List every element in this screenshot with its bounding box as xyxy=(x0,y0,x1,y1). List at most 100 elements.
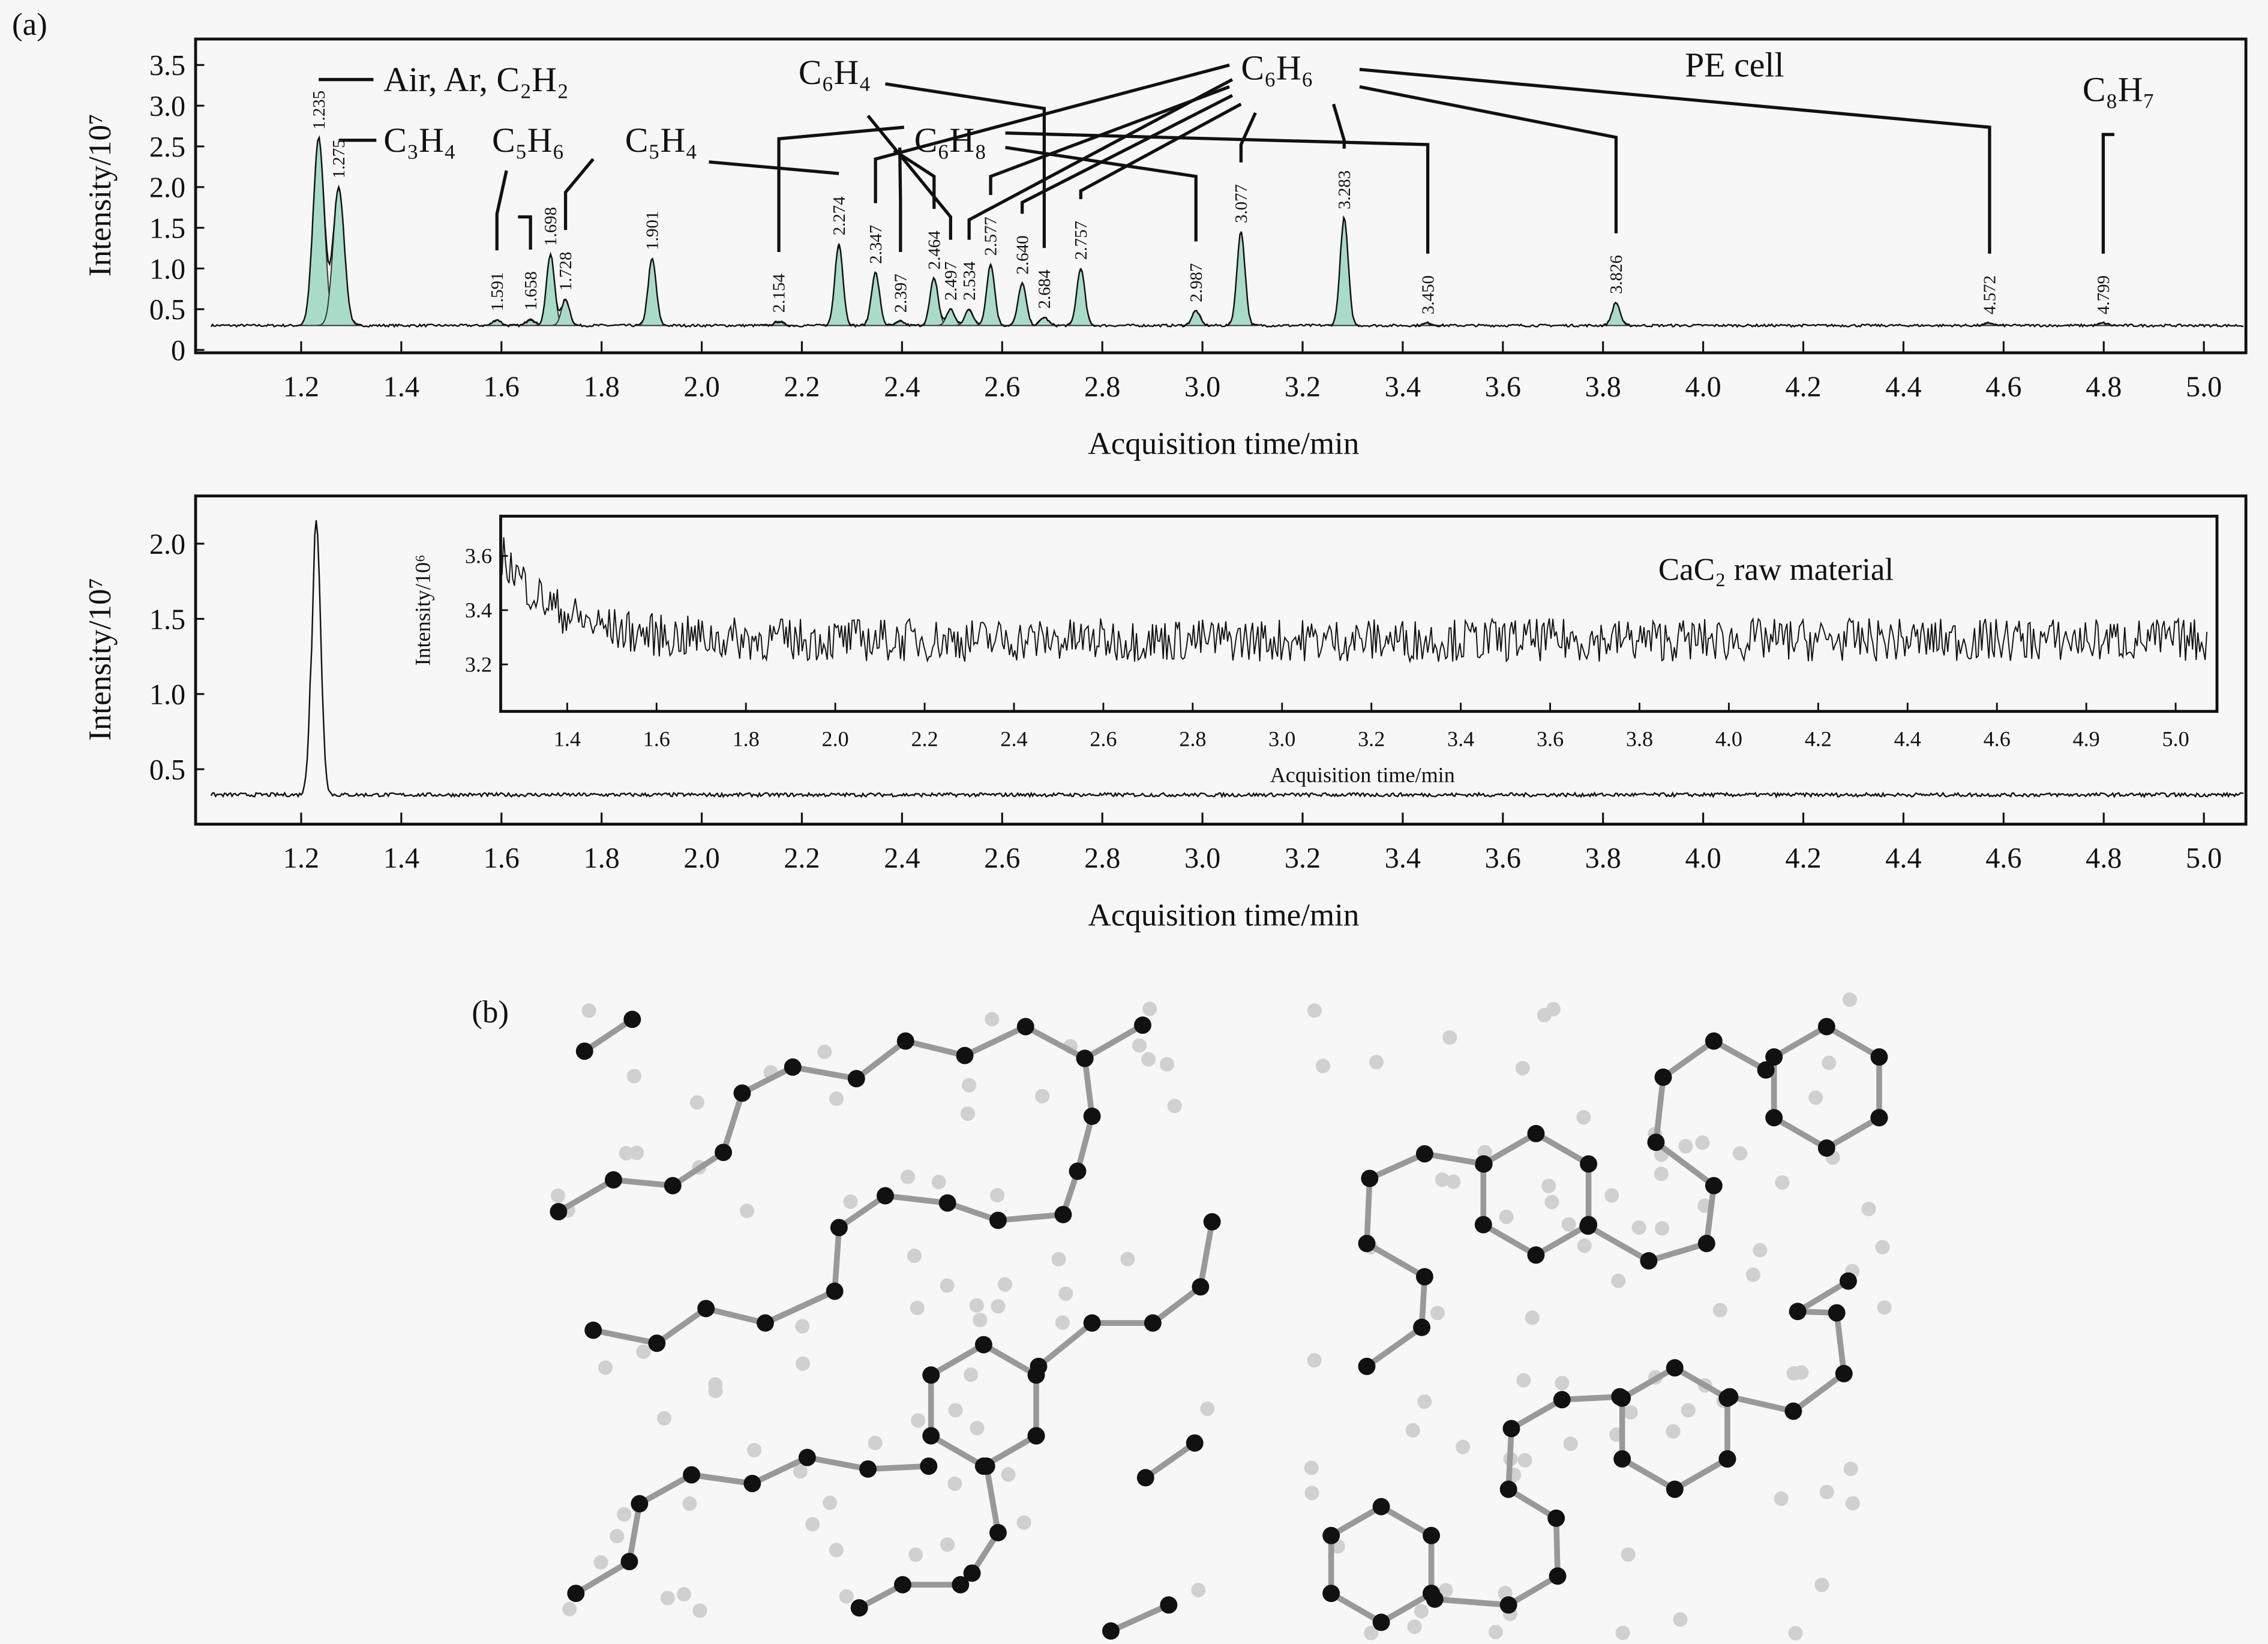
x-tick-label: 2.8 xyxy=(1084,842,1120,874)
faint-atom xyxy=(593,1555,608,1570)
peak xyxy=(1225,230,1259,326)
compound-label: Air, Ar, C₂H₂ xyxy=(383,60,569,99)
peak xyxy=(1063,268,1097,326)
bond xyxy=(970,1465,1001,1575)
faint-atom xyxy=(1745,1267,1760,1282)
carbon-atom xyxy=(922,1366,940,1384)
bond xyxy=(1144,1441,1196,1480)
carbon-atom xyxy=(757,1314,774,1332)
leader-line xyxy=(1005,146,1198,242)
faint-atom xyxy=(739,1204,755,1219)
peak xyxy=(1599,302,1633,326)
y-tick-label: 0 xyxy=(171,335,185,367)
faint-atom xyxy=(1655,1221,1670,1236)
faint-atom xyxy=(1307,1353,1322,1368)
faint-atom xyxy=(657,1411,672,1426)
faint-atom xyxy=(1488,1624,1503,1640)
x-tick-label: 1.2 xyxy=(283,371,319,403)
carbon-atom xyxy=(1499,1596,1517,1614)
panel-a-label: (a) xyxy=(12,7,47,42)
x-tick-label: 3.4 xyxy=(1447,727,1474,751)
compound-label: C₅H₆ xyxy=(492,121,565,160)
carbon-atom xyxy=(1027,1427,1045,1445)
carbon-atom xyxy=(989,1211,1007,1229)
faint-atom xyxy=(969,1298,984,1313)
carbon-atom xyxy=(1611,1388,1629,1406)
x-tick-label: 3.0 xyxy=(1268,727,1295,751)
faint-atom xyxy=(619,1146,634,1161)
faint-atom xyxy=(793,1464,808,1479)
faint-atom xyxy=(1537,1007,1552,1022)
carbon-atom xyxy=(1322,1526,1340,1544)
peak-label: 2.577 xyxy=(982,217,1001,256)
leader-line xyxy=(1359,68,1991,254)
faint-atom xyxy=(964,1367,979,1382)
leader-line xyxy=(874,63,1230,203)
peak xyxy=(974,263,1007,326)
carbon-atom xyxy=(920,1457,938,1475)
carbon-atom xyxy=(1817,1139,1835,1157)
faint-atom xyxy=(1515,1061,1530,1076)
x-tick-label: 2.0 xyxy=(683,371,719,403)
carbon-atom xyxy=(1757,1061,1775,1079)
leader-line xyxy=(885,82,1046,248)
x-tick-label: 1.4 xyxy=(554,727,581,751)
x-tick-label: 4.8 xyxy=(2086,842,2122,874)
carbon-atom xyxy=(1426,1590,1444,1608)
carbon-atom xyxy=(1358,1235,1376,1252)
faint-atom xyxy=(1654,1166,1669,1181)
x-tick-label: 2.4 xyxy=(884,842,920,874)
faint-atom xyxy=(795,1319,810,1334)
x-tick-label: 3.2 xyxy=(1285,371,1321,403)
inset-frame xyxy=(499,514,2219,713)
faint-atom xyxy=(1845,1496,1860,1511)
bond xyxy=(1586,1037,1768,1264)
faint-atom xyxy=(1753,1243,1768,1258)
leader-line xyxy=(777,125,905,253)
faint-atom xyxy=(629,1145,644,1160)
peak-label: 2.497 xyxy=(941,262,961,301)
peak xyxy=(1004,282,1039,326)
carbon-atom xyxy=(1415,1145,1433,1163)
carbon-atom xyxy=(683,1466,701,1484)
x-tick-label: 3.6 xyxy=(1485,371,1521,403)
bond xyxy=(583,1016,634,1054)
carbon-atom xyxy=(631,1495,649,1513)
carbon-atom xyxy=(1083,1107,1101,1125)
faint-atom xyxy=(973,1313,988,1328)
x-tick-label: 1.4 xyxy=(383,371,419,403)
faint-atom xyxy=(1407,1619,1422,1634)
signal-line xyxy=(210,135,2244,328)
leader-line xyxy=(1005,131,1430,254)
compound-label: C₅H₄ xyxy=(625,121,698,160)
faint-atom xyxy=(1132,1038,1147,1053)
faint-atom xyxy=(617,1507,632,1522)
peak-label: 1.591 xyxy=(488,272,507,311)
y-axis-label: Intensity/10⁷ xyxy=(83,113,118,277)
peak xyxy=(1328,217,1361,326)
carbon-atom xyxy=(1666,1359,1684,1377)
peak-label: 1.728 xyxy=(556,252,575,291)
faint-atom xyxy=(961,1106,976,1121)
carbon-atom xyxy=(1784,1402,1802,1420)
x-tick-label: 2.6 xyxy=(984,842,1020,874)
x-axis-label: Acquisition time/min xyxy=(1270,763,1455,787)
faint-atom xyxy=(1446,1174,1461,1189)
faint-atom xyxy=(1142,1001,1157,1016)
faint-atom xyxy=(1315,1058,1331,1073)
leader-line xyxy=(709,160,839,175)
faint-atom xyxy=(1525,1310,1540,1325)
carbon-atom xyxy=(1358,1357,1376,1375)
faint-atom xyxy=(1430,1306,1445,1321)
peak-label: 3.077 xyxy=(1232,184,1251,223)
faint-atom xyxy=(562,1601,577,1616)
molecular-structures xyxy=(550,992,1892,1640)
x-tick-label: 4.4 xyxy=(1885,842,1921,874)
faint-atom xyxy=(1666,1424,1681,1439)
leader-line xyxy=(495,170,508,251)
faint-atom xyxy=(1016,1515,1031,1530)
bond xyxy=(1434,1394,1620,1608)
carbon-atom xyxy=(1186,1434,1204,1452)
carbon-atom xyxy=(1413,1318,1431,1336)
